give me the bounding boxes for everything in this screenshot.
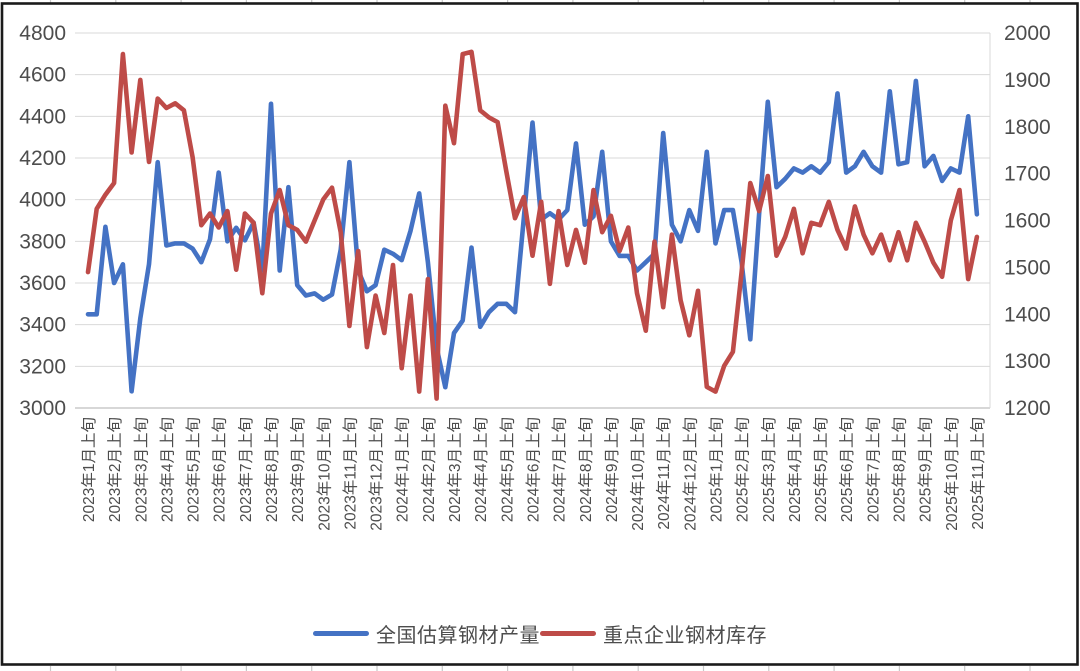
x-axis-month-label: 2024年8月上旬 [577, 417, 595, 522]
right-axis-tick-label: 1900 [1004, 69, 1051, 92]
x-axis-month-label: 2023年5月上旬 [185, 417, 203, 522]
right-axis-tick-label: 2000 [1004, 22, 1051, 45]
left-axis-tick-label: 4000 [19, 189, 66, 212]
left-axis-tick-label: 3400 [19, 314, 66, 337]
x-axis-month-label: 2023年4月上旬 [158, 417, 176, 522]
chart-legend: 全国估算钢材产量 重点企业钢材库存 [0, 619, 1080, 648]
right-axis-tick-label: 1400 [1004, 303, 1051, 326]
legend-line-production-icon [313, 631, 369, 636]
right-axis-tick-label: 1600 [1004, 210, 1051, 233]
legend-item-production[interactable]: 全国估算钢材产量 [313, 619, 540, 648]
legend-line-inventory-icon [540, 631, 596, 636]
x-axis-month-label: 2023年2月上旬 [106, 417, 124, 522]
series-line-production[interactable] [85, 78, 980, 394]
x-axis-month-label: 2023年11月上旬 [341, 417, 359, 530]
left-axis-tick-label: 4600 [19, 64, 66, 87]
x-axis-month-label: 2025年9月上旬 [917, 417, 935, 522]
x-axis-month-label: 2023年8月上旬 [263, 417, 281, 522]
x-axis-month-label: 2024年3月上旬 [446, 417, 464, 522]
x-axis-month-label: 2023年10月上旬 [315, 417, 333, 531]
x-axis-month-label: 2023年3月上旬 [132, 417, 150, 522]
x-axis-month-label: 2023年12月上旬 [368, 417, 386, 531]
left-axis-tick-label: 4800 [19, 22, 66, 45]
right-axis-tick-label: 1200 [1004, 397, 1051, 420]
x-axis-month-label: 2024年1月上旬 [394, 417, 412, 522]
series-line-inventory[interactable] [85, 49, 980, 401]
x-axis-month-label: 2023年1月上旬 [80, 417, 98, 522]
legend-item-inventory[interactable]: 重点企业钢材库存 [540, 619, 767, 648]
x-axis-month-label: 2025年11月上旬 [969, 417, 987, 530]
left-axis-tick-label: 4400 [19, 105, 66, 128]
x-axis-month-label: 2025年4月上旬 [786, 417, 804, 522]
x-axis-month-label: 2023年7月上旬 [237, 417, 255, 522]
x-axis-month-label: 2025年1月上旬 [707, 417, 725, 522]
x-axis-month-label: 2023年6月上旬 [211, 417, 229, 522]
x-axis-month-label: 2025年10月上旬 [943, 417, 961, 531]
x-axis-month-label: 2024年5月上旬 [498, 417, 516, 522]
left-axis-tick-label: 3200 [19, 355, 66, 378]
right-axis-tick-label: 1700 [1004, 163, 1051, 186]
x-axis-month-label: 2024年7月上旬 [551, 417, 569, 522]
x-axis-month-label: 2025年3月上旬 [760, 417, 778, 522]
x-axis-month-label: 2024年9月上旬 [603, 417, 621, 522]
right-axis-tick-label: 1800 [1004, 116, 1051, 139]
x-axis-month-label: 2025年8月上旬 [890, 417, 908, 522]
x-axis-month-label: 2025年6月上旬 [838, 417, 856, 522]
legend-label-production: 全国估算钢材产量 [376, 625, 540, 647]
x-axis-month-label: 2024年12月上旬 [681, 417, 699, 531]
left-axis-tick-label: 3600 [19, 272, 66, 295]
right-axis-tick-label: 1300 [1004, 350, 1051, 373]
x-axis-month-label: 2024年10月上旬 [629, 417, 647, 531]
left-axis-tick-label: 4200 [19, 147, 66, 170]
x-axis-month-label: 2024年2月上旬 [420, 417, 438, 522]
left-axis-tick-label: 3000 [19, 397, 66, 420]
x-axis-month-label: 2025年5月上旬 [812, 417, 830, 522]
x-axis-month-label: 2025年7月上旬 [864, 417, 882, 522]
x-axis-month-label: 2025年2月上旬 [734, 417, 752, 522]
x-axis-month-label: 2023年9月上旬 [289, 417, 307, 522]
legend-label-inventory: 重点企业钢材库存 [603, 625, 767, 647]
left-axis-tick-label: 3800 [19, 230, 66, 253]
right-axis-tick-label: 1500 [1004, 256, 1051, 279]
x-axis-month-label: 2024年4月上旬 [472, 417, 490, 522]
x-axis-month-label: 2024年11月上旬 [655, 417, 673, 530]
x-axis-month-label: 2024年6月上旬 [524, 417, 542, 522]
